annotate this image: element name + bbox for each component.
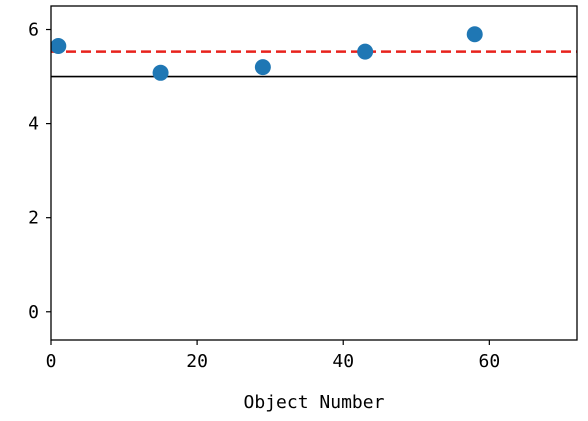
y-tick-label: 6 (28, 20, 39, 41)
data-point (357, 43, 374, 60)
plot-frame (50, 5, 578, 341)
y-tick-label: 0 (28, 302, 39, 323)
y-tick-label: 4 (28, 114, 39, 135)
x-axis-label: Object Number (244, 392, 385, 413)
x-tick-label: 60 (478, 351, 500, 372)
data-point (51, 37, 67, 54)
plot-marks (51, 26, 577, 81)
x-tick-label: 0 (46, 351, 57, 372)
x-tick-label: 40 (332, 351, 354, 372)
data-point (466, 26, 483, 43)
axis-ticks: 0 20 40 60 0 2 4 6 (28, 20, 500, 372)
data-point (254, 59, 271, 76)
data-point (152, 64, 169, 81)
y-tick-label: 2 (28, 208, 39, 229)
x-tick-label: 20 (186, 351, 208, 372)
